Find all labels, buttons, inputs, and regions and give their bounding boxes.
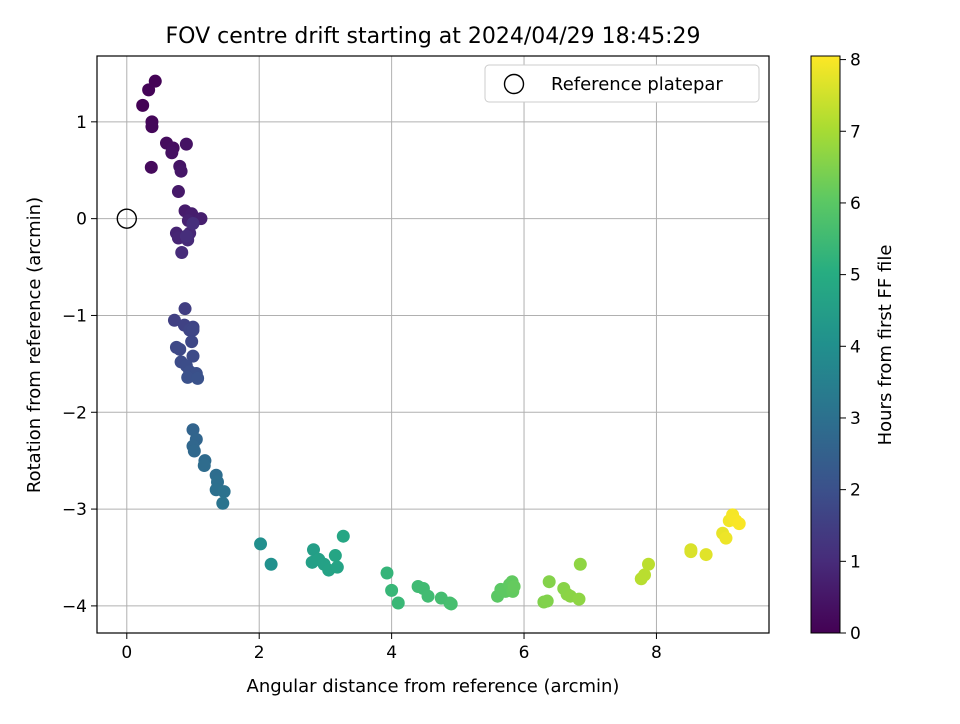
data-point: [507, 580, 521, 594]
data-point: [185, 335, 199, 349]
data-point: [540, 594, 554, 608]
data-point: [385, 583, 399, 597]
data-point: [174, 164, 188, 178]
colorbar-ticks: 0 1 2 3 4 5 6 7 8: [840, 51, 861, 644]
data-point: [306, 543, 320, 557]
grid: [97, 56, 769, 633]
data-point: [573, 557, 587, 571]
colorbar: 0 1 2 3 4 5 6 7 8 Hours from first FF file: [810, 51, 896, 644]
colorbar-tick-label: 7: [850, 122, 861, 142]
colorbar-tick-label: 5: [850, 266, 861, 286]
colorbar-tick-label: 4: [850, 337, 861, 357]
data-point: [328, 549, 342, 563]
y-tick-label: 0: [76, 210, 87, 230]
data-point: [197, 459, 211, 473]
y-tick-label: −1: [62, 306, 87, 326]
data-point: [178, 302, 192, 316]
x-tick-label: 0: [121, 643, 132, 663]
colorbar-tick-label: 6: [850, 194, 861, 214]
colorbar-tick-label: 3: [850, 409, 861, 429]
x-tick-label: 2: [254, 643, 265, 663]
x-tick-label: 6: [519, 643, 530, 663]
colorbar-tick-label: 0: [850, 624, 861, 644]
y-axis-label: Rotation from reference (arcmin): [24, 197, 45, 493]
colorbar-tick-label: 8: [850, 51, 861, 71]
plot-frame: [96, 55, 770, 634]
data-point: [732, 517, 746, 531]
data-point: [642, 557, 656, 571]
data-point: [181, 370, 195, 384]
x-axis-label: Angular distance from reference (arcmin): [247, 676, 620, 697]
data-point: [171, 185, 185, 199]
y-tick-label: −2: [62, 403, 87, 423]
data-point: [380, 566, 394, 580]
y-tick-label: −4: [62, 597, 87, 617]
legend-entry-reference-platepar: Reference platepar: [551, 74, 723, 95]
legend: Reference platepar: [484, 64, 760, 103]
data-point: [179, 229, 193, 243]
data-point: [186, 323, 200, 337]
data-point: [572, 592, 586, 606]
data-point: [391, 596, 405, 610]
data-point: [216, 496, 230, 510]
data-point: [136, 98, 150, 112]
data-point: [330, 560, 344, 574]
x-axis-ticks: 0 2 4 6 8: [121, 633, 662, 663]
data-point: [179, 137, 193, 151]
colorbar-tick-label: 1: [850, 552, 861, 572]
data-point: [145, 120, 159, 134]
y-axis-ticks: −4 −3 −2 −1 0 1: [62, 113, 97, 617]
data-point: [719, 531, 733, 545]
legend-box: [484, 64, 760, 103]
data-point: [421, 589, 435, 603]
data-point: [336, 529, 350, 543]
data-point: [173, 342, 187, 356]
data-point: [264, 557, 278, 571]
data-point: [217, 485, 231, 499]
data-point: [144, 160, 158, 174]
colorbar-gradient: [810, 55, 841, 634]
data-points: [136, 74, 746, 611]
data-point: [187, 444, 201, 458]
legend-reference-marker: [503, 73, 525, 95]
data-point: [684, 545, 698, 559]
data-point: [165, 146, 179, 160]
reference-point: [116, 208, 137, 229]
data-point: [175, 246, 189, 260]
data-point: [191, 371, 205, 385]
colorbar-label: Hours from first FF file: [875, 245, 896, 446]
chart-title: FOV centre drift starting at 2024/04/29 …: [166, 24, 701, 49]
x-tick-label: 4: [386, 643, 397, 663]
x-tick-label: 8: [651, 643, 662, 663]
data-point: [186, 216, 200, 230]
data-point: [167, 313, 181, 327]
y-tick-label: 1: [76, 113, 87, 133]
reference-marker: [116, 208, 137, 229]
data-point: [142, 83, 156, 97]
colorbar-tick-label: 2: [850, 481, 861, 501]
data-point: [444, 597, 458, 611]
data-point: [699, 548, 713, 562]
data-point: [542, 575, 556, 589]
data-point: [254, 537, 268, 551]
y-tick-label: −3: [62, 500, 87, 520]
data-point: [638, 568, 652, 582]
data-point: [186, 349, 200, 363]
